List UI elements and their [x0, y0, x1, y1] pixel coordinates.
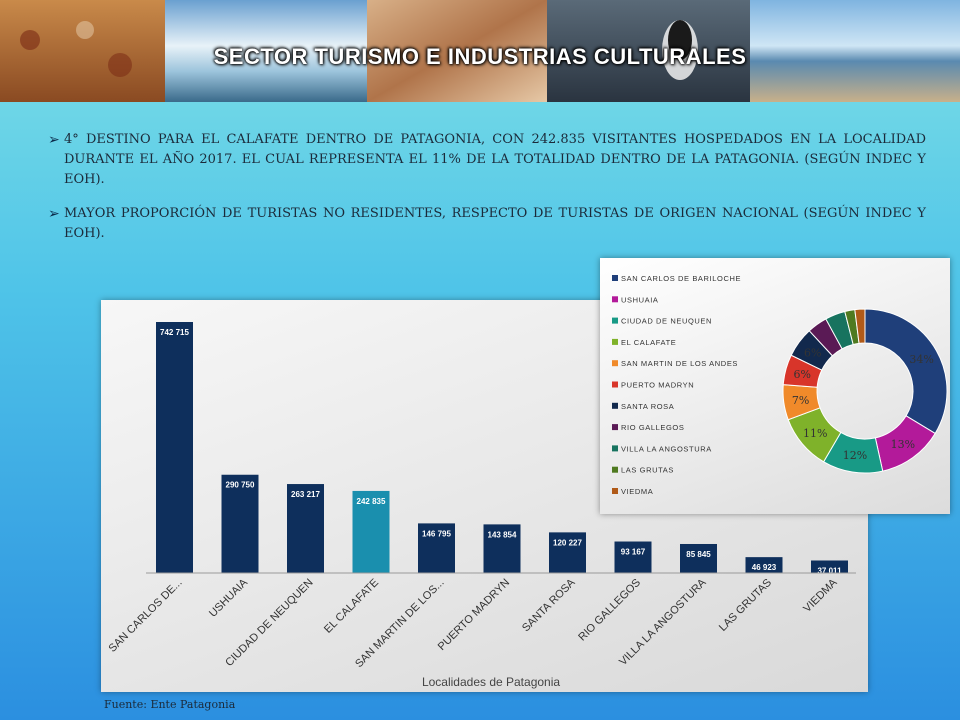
bar — [549, 532, 586, 573]
bar — [680, 543, 717, 573]
slice-percent-label: 6% — [804, 346, 821, 359]
slice-percent-label: 12% — [843, 449, 867, 462]
glacier-photo — [165, 0, 367, 102]
legend-label: RIO GALLEGOS — [621, 423, 684, 432]
legend-label: EL CALAFATE — [621, 338, 676, 347]
bullet-text: 4° DESTINO PARA EL CALAFATE DENTRO DE PA… — [64, 132, 926, 187]
bar-value-label: 46 923 — [752, 563, 777, 572]
legend-swatch — [612, 445, 618, 452]
slice-percent-label: 6% — [794, 368, 811, 381]
category-tick-label: USHUAIA — [207, 576, 251, 620]
slice-percent-label: 7% — [792, 394, 809, 407]
legend-label: SAN CARLOS DE BARILOCHE — [621, 274, 741, 283]
category-tick-label: PUERTO MADRYN — [436, 577, 512, 653]
x-axis-title: Localidades de Patagonia — [422, 675, 560, 689]
bar-value-label: 85 845 — [686, 550, 711, 559]
cave-hands-photo — [0, 0, 165, 102]
arrowhead-bullet-icon: ➢ — [48, 132, 60, 148]
bar — [811, 560, 848, 573]
category-tick-label: EL CALAFATE — [322, 577, 381, 636]
slice-percent-label: 11% — [803, 427, 827, 440]
legend-swatch — [612, 296, 618, 303]
donut-slice — [864, 308, 948, 435]
bar-value-label: 93 167 — [621, 548, 646, 557]
category-tick-label: SAN CARLOS DE... — [107, 577, 185, 655]
slice-percent-label: 13% — [891, 438, 915, 451]
legend-swatch — [612, 466, 618, 473]
bar — [483, 524, 521, 573]
legend-swatch — [612, 275, 618, 281]
bar — [745, 557, 783, 573]
bullet-list: ➢ 4° DESTINO PARA EL CALAFATE DENTRO DE … — [48, 130, 926, 258]
donut-slice — [854, 308, 866, 344]
bar — [352, 490, 390, 573]
arrowhead-bullet-icon: ➢ — [48, 206, 60, 222]
bullet-item: ➢ 4° DESTINO PARA EL CALAFATE DENTRO DE … — [48, 130, 926, 190]
legend-swatch — [612, 317, 618, 324]
bar-value-label: 290 750 — [226, 481, 255, 490]
bar-value-label: 143 854 — [488, 530, 517, 539]
bar — [156, 322, 193, 573]
legend-label: CIUDAD DE NEUQUEN — [621, 317, 712, 326]
donut-chart: SAN CARLOS DE BARILOCHE USHUAIA CIUDAD DE … — [612, 274, 948, 496]
bar — [221, 474, 259, 573]
bar-value-label: 263 217 — [291, 490, 320, 499]
category-tick-label: VIEDMA — [801, 576, 840, 615]
legend-label: SANTA ROSA — [621, 402, 674, 411]
category-tick-label: SANTA ROSA — [520, 576, 578, 634]
header-banner: SECTOR TURISMO E INDUSTRIAS CULTURALES — [0, 0, 960, 102]
donut-chart-panel: SAN CARLOS DE BARILOCHE USHUAIA CIUDAD DE … — [600, 258, 950, 514]
slide-title: SECTOR TURISMO E INDUSTRIAS CULTURALES — [213, 44, 747, 69]
source-note: Fuente: Ente Patagonia — [104, 698, 236, 711]
legend-label: LAS GRUTAS — [621, 466, 674, 475]
legend-label: PUERTO MADRYN — [621, 381, 694, 390]
bullet-item: ➢ MAYOR PROPORCIÓN DE TURISTAS NO RESIDE… — [48, 204, 926, 244]
bar-value-label: 242 835 — [357, 497, 386, 506]
legend-swatch — [612, 381, 618, 388]
category-tick-label: RIO GALLEGOS — [576, 577, 643, 644]
bar-value-label: 146 795 — [422, 529, 451, 538]
legend-swatch — [612, 402, 618, 409]
legend-swatch — [612, 360, 618, 367]
legend-swatch — [612, 338, 618, 345]
bullet-text: MAYOR PROPORCIÓN DE TURISTAS NO RESIDENT… — [64, 206, 926, 241]
legend-label: VILLA LA ANGOSTURA — [621, 444, 712, 453]
bar-value-label: 37 011 — [817, 566, 842, 575]
legend-label: USHUAIA — [621, 295, 659, 304]
legend-swatch — [612, 488, 618, 494]
bar-value-label: 120 227 — [553, 538, 582, 547]
rock-photo — [367, 0, 547, 102]
coast-photo — [750, 0, 960, 102]
penguin-photo — [547, 0, 750, 102]
bar-chart: 742 715 SAN CARLOS DE... 290 750 USHUAIA 263… — [107, 322, 856, 689]
legend-label: VIEDMA — [621, 487, 653, 496]
bar — [287, 484, 324, 573]
bar-value-label: 742 715 — [160, 328, 189, 337]
legend-label: SAN MARTIN DE LOS ANDES — [621, 359, 738, 368]
category-tick-label: LAS GRUTAS — [717, 577, 774, 634]
slice-percent-label: 34% — [909, 353, 933, 366]
bar — [418, 523, 455, 573]
banner-photos — [0, 0, 960, 102]
bar — [614, 541, 652, 573]
legend-swatch — [612, 424, 618, 431]
